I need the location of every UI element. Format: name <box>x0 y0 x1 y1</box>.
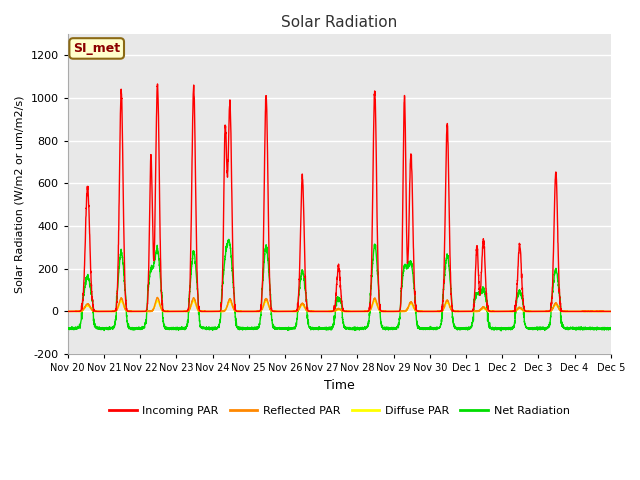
Incoming PAR <box>154 81 161 87</box>
Net Radiation <box>64 325 72 331</box>
Net Radiation <box>461 326 468 332</box>
Incoming PAR <box>319 309 327 314</box>
Line: Reflected PAR: Reflected PAR <box>68 298 611 312</box>
Reflected PAR <box>71 309 79 314</box>
Diffuse PAR <box>71 309 79 314</box>
Y-axis label: Solar Radiation (W/m2 or um/m2/s): Solar Radiation (W/m2 or um/m2/s) <box>15 95 25 293</box>
Diffuse PAR <box>607 309 614 314</box>
Line: Incoming PAR: Incoming PAR <box>68 84 611 312</box>
X-axis label: Time: Time <box>324 379 355 392</box>
Diffuse PAR <box>431 309 439 314</box>
Diffuse PAR <box>64 309 72 314</box>
Incoming PAR <box>431 309 439 314</box>
Net Radiation <box>225 237 232 242</box>
Net Radiation <box>161 326 169 332</box>
Reflected PAR <box>607 309 614 314</box>
Reflected PAR <box>64 309 72 314</box>
Title: Solar Radiation: Solar Radiation <box>281 15 397 30</box>
Reflected PAR <box>607 309 614 314</box>
Text: SI_met: SI_met <box>73 42 120 55</box>
Line: Net Radiation: Net Radiation <box>68 240 611 331</box>
Legend: Incoming PAR, Reflected PAR, Diffuse PAR, Net Radiation: Incoming PAR, Reflected PAR, Diffuse PAR… <box>104 401 574 420</box>
Incoming PAR <box>607 309 614 314</box>
Reflected PAR <box>461 309 469 314</box>
Incoming PAR <box>607 309 614 314</box>
Reflected PAR <box>492 309 500 314</box>
Diffuse PAR <box>461 309 469 314</box>
Net Radiation <box>492 326 500 332</box>
Incoming PAR <box>161 309 169 314</box>
Diffuse PAR <box>161 309 169 314</box>
Diffuse PAR <box>319 309 327 314</box>
Net Radiation <box>431 326 439 332</box>
Line: Diffuse PAR: Diffuse PAR <box>68 300 611 312</box>
Incoming PAR <box>64 309 72 314</box>
Reflected PAR <box>431 309 439 314</box>
Net Radiation <box>319 326 327 332</box>
Diffuse PAR <box>492 309 500 314</box>
Incoming PAR <box>461 309 469 314</box>
Net Radiation <box>497 328 505 334</box>
Incoming PAR <box>449 309 456 314</box>
Net Radiation <box>607 327 614 333</box>
Reflected PAR <box>154 295 161 300</box>
Reflected PAR <box>319 309 327 314</box>
Incoming PAR <box>492 309 500 314</box>
Net Radiation <box>607 325 614 331</box>
Reflected PAR <box>162 309 170 314</box>
Diffuse PAR <box>190 298 198 303</box>
Diffuse PAR <box>607 309 614 314</box>
